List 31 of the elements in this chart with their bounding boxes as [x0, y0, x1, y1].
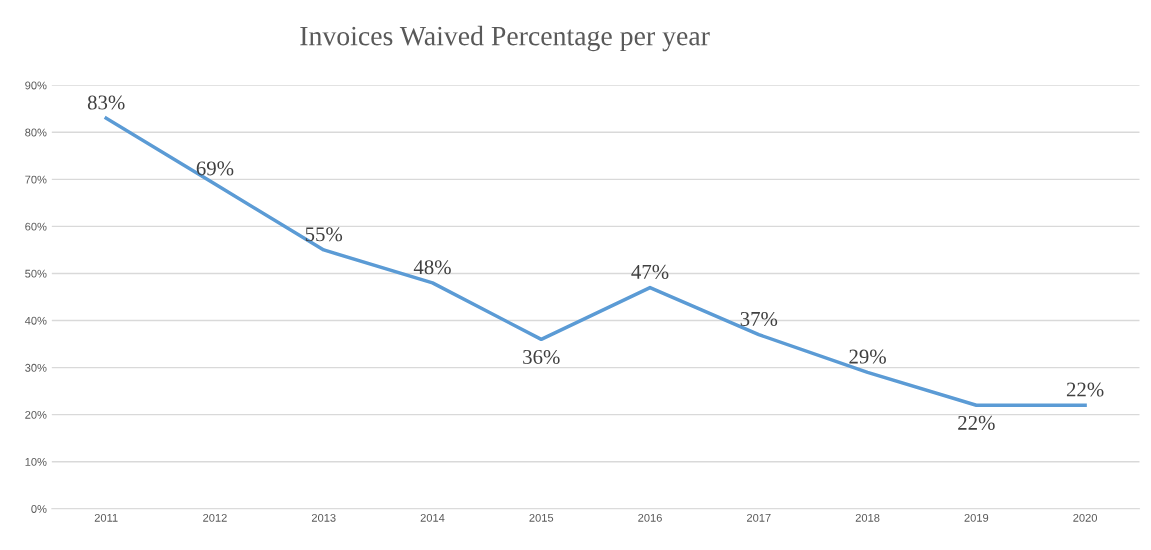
x-tick-label: 2014 [420, 513, 445, 522]
data-label: 29% [849, 349, 886, 364]
data-label: 48% [413, 260, 451, 275]
y-tick-label: 40% [24, 316, 47, 325]
chart-title: Invoices Waived Percentage per year [300, 25, 710, 52]
y-tick-label: 0% [31, 505, 47, 513]
data-label: 69% [196, 161, 234, 176]
y-tick-label: 50% [25, 269, 47, 278]
x-tick-label: 2019 [964, 513, 989, 522]
x-tick-label: 2012 [203, 513, 227, 522]
data-label: 37% [740, 311, 778, 327]
data-label: 83% [87, 95, 125, 110]
data-label: 36% [523, 349, 560, 365]
y-tick-label: 30% [25, 363, 47, 372]
x-tick-label: 2020 [1073, 513, 1098, 522]
y-tick-label: 80% [25, 128, 47, 137]
data-label: 22% [958, 415, 995, 430]
data-label: 22% [1066, 382, 1104, 397]
y-tick-label: 10% [25, 457, 47, 466]
x-tick-label: 2017 [747, 513, 771, 522]
x-tick-label: 2013 [311, 513, 336, 522]
data-label: 47% [631, 264, 669, 279]
x-tick-label: 2018 [855, 513, 880, 522]
y-tick-label: 70% [25, 175, 47, 184]
x-tick-label: 2011 [94, 513, 118, 522]
data-label: 55% [305, 227, 343, 242]
y-tick-label: 90% [25, 81, 47, 90]
y-tick-label: 60% [25, 222, 47, 231]
y-tick-label: 20% [25, 410, 47, 419]
x-tick-label: 2015 [529, 513, 554, 522]
x-tick-label: 2016 [638, 513, 662, 522]
